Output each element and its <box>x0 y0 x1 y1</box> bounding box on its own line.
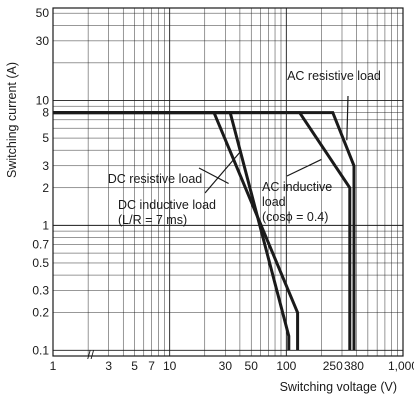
label-ac-resistive: AC resistive load <box>287 69 381 83</box>
y-tick-label: 8 <box>42 106 49 120</box>
y-tick-label: 0.2 <box>32 306 49 320</box>
y-tick-label: 3 <box>42 159 49 173</box>
plot-frame <box>52 7 404 357</box>
y-tick-label: 10 <box>36 93 50 107</box>
y-tick-label: 0.3 <box>32 284 49 298</box>
x-tick-label: 100 <box>276 359 296 373</box>
series-dc-inductive <box>53 111 291 351</box>
leader-dc-resistive <box>198 167 229 185</box>
leader-ac-inductive <box>286 158 322 177</box>
label-dc-resistive: DC resistive load <box>108 172 203 186</box>
y-tick-label: 2 <box>42 181 49 195</box>
annotations: AC resistive load DC resistive load AC ind… <box>108 69 381 227</box>
x-tick-label: 7 <box>148 359 155 373</box>
series-ac-inductive <box>53 111 352 351</box>
y-tick-label: 0.1 <box>32 343 49 357</box>
y-tick-label: 1 <box>42 218 49 232</box>
x-tick-label: 5 <box>131 359 138 373</box>
x-axis-title: Switching voltage (V) <box>280 380 397 394</box>
y-tick-label: 50 <box>36 6 50 20</box>
annotation-leaders <box>198 95 349 194</box>
leader-ac-resistive <box>346 95 349 141</box>
series-group <box>53 111 356 351</box>
y-tick-label: 0.7 <box>32 238 49 252</box>
x-tick-label: 10 <box>163 359 177 373</box>
y-tick-label: 5 <box>42 131 49 145</box>
y-axis-title: Switching current (A) <box>5 62 19 178</box>
x-tick-label: 30 <box>219 359 233 373</box>
leader-dc-inductive <box>204 151 241 194</box>
axis-break-marker: // <box>87 348 94 362</box>
y-tick-label: 0.5 <box>32 256 49 270</box>
grid <box>52 8 403 357</box>
label-ac-inductive: AC inductive load (cosϕ = 0.4) <box>262 180 332 224</box>
series-ac-resistive <box>53 111 356 351</box>
x-tick-label: 50 <box>245 359 259 373</box>
x-tick-label: 1 <box>50 359 57 373</box>
x-tick-label: 380 <box>344 359 364 373</box>
y-tick-label: 30 <box>36 34 50 48</box>
x-tick-label: 1,000 <box>388 359 414 373</box>
x-tick-label: 3 <box>105 359 112 373</box>
x-tick-label: 250 <box>323 359 343 373</box>
label-dc-inductive: DC inductive load (L/R = 7 ms) <box>118 198 216 227</box>
